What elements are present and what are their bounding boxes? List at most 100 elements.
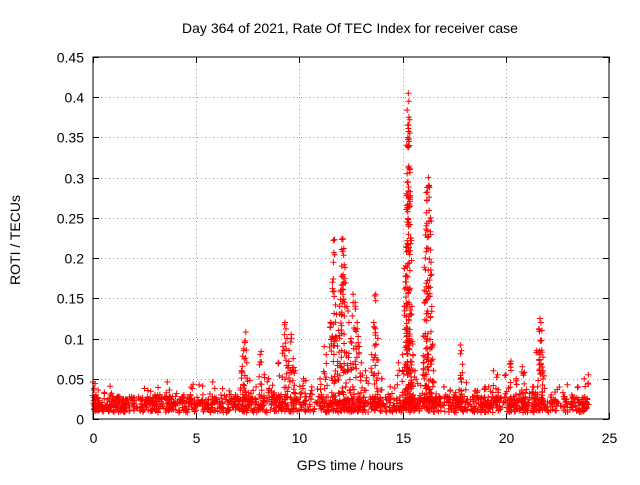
roti-point-cluster: [354, 325, 361, 332]
plot-frame: [92, 56, 610, 420]
roti-point-background: [120, 400, 127, 407]
roti-point-background: [190, 381, 197, 388]
roti-point-cluster: [404, 241, 411, 248]
roti-point-cluster: [405, 342, 412, 349]
roti-point-background: [126, 393, 133, 400]
roti-point-cluster: [166, 401, 173, 408]
roti-point-cluster: [424, 227, 431, 234]
roti-point-cluster: [345, 354, 352, 361]
roti-point-cluster: [457, 350, 464, 357]
roti-point-cluster: [408, 257, 415, 264]
roti-point-cluster: [403, 294, 410, 301]
roti-point-background: [308, 396, 314, 403]
roti-point-cluster: [340, 286, 347, 293]
roti-point-cluster: [404, 179, 411, 186]
y-tick-label: 0.4: [65, 90, 85, 106]
roti-point-cluster: [405, 260, 412, 267]
roti-point-cluster: [332, 319, 339, 326]
roti-point-cluster: [346, 399, 353, 406]
roti-point-cluster: [338, 282, 345, 289]
roti-point-background: [479, 407, 486, 414]
roti-point-cluster: [427, 293, 434, 300]
roti-point-cluster: [426, 256, 433, 263]
roti-point-background: [180, 406, 187, 413]
roti-point-background: [576, 408, 583, 415]
roti-point-cluster: [408, 377, 415, 384]
roti-point-cluster: [275, 360, 282, 367]
roti-point-cluster: [258, 359, 265, 366]
roti-point: [537, 319, 544, 326]
roti-point-background: [572, 403, 579, 410]
roti-point-cluster: [260, 397, 267, 404]
roti-point-cluster: [428, 259, 435, 266]
roti-point-cluster: [520, 372, 527, 379]
roti-point: [91, 385, 98, 392]
roti-point-cluster: [155, 406, 162, 413]
roti-point-cluster: [585, 381, 592, 388]
roti-point-background: [442, 392, 449, 399]
roti-point-background: [377, 408, 384, 415]
roti-point-background: [365, 408, 372, 415]
roti-point-cluster: [331, 394, 338, 401]
roti-point-background: [382, 407, 389, 414]
roti-point-cluster: [570, 394, 576, 401]
roti-point-background: [141, 385, 148, 392]
roti-point: [581, 375, 588, 382]
roti-point-background: [530, 408, 537, 415]
roti-point-cluster: [462, 386, 469, 393]
roti-point-cluster: [411, 394, 418, 401]
roti-point-cluster: [114, 403, 121, 410]
roti-point-cluster: [285, 358, 292, 365]
roti-point-cluster: [403, 300, 410, 307]
roti-point: [427, 214, 434, 221]
roti-point-background: [486, 401, 493, 408]
roti-point-cluster: [343, 403, 350, 410]
x-tick-label: 5: [193, 430, 201, 446]
roti-point: [93, 391, 100, 398]
roti-point-cluster: [373, 385, 380, 392]
roti-point-cluster: [130, 407, 137, 414]
roti-point: [404, 170, 411, 177]
roti-point-cluster: [264, 378, 271, 385]
roti-point-background: [393, 400, 400, 407]
roti-point-cluster: [493, 374, 500, 381]
roti-point-cluster: [100, 405, 107, 412]
roti-point: [457, 341, 464, 348]
roti-point: [253, 383, 260, 390]
roti-point-cluster: [426, 207, 433, 214]
roti-point-cluster: [332, 367, 339, 374]
roti-point-cluster: [239, 363, 246, 370]
roti-point-cluster: [352, 306, 359, 313]
roti-point-background: [271, 408, 278, 415]
roti-point-background: [496, 403, 503, 410]
roti-point-cluster: [407, 285, 414, 292]
roti-point-background: [430, 398, 437, 405]
roti-point-cluster: [507, 360, 514, 367]
roti-point: [242, 329, 249, 336]
roti-point-cluster: [340, 296, 347, 303]
roti-point: [317, 375, 324, 382]
roti-point-cluster: [404, 273, 411, 280]
roti-point-cluster: [321, 370, 328, 377]
roti-point-cluster: [353, 354, 360, 361]
roti-point-cluster: [320, 394, 327, 401]
roti-point-cluster: [371, 371, 378, 378]
roti-point-background: [335, 389, 342, 396]
roti-point-background: [562, 409, 569, 416]
roti-point-cluster: [457, 374, 464, 381]
roti-point-cluster: [406, 251, 413, 258]
roti-point-cluster: [439, 402, 446, 409]
roti-point-background: [219, 385, 226, 392]
roti-point-cluster: [323, 360, 330, 367]
roti-point-cluster: [406, 169, 413, 176]
y-tick-label: 0.3: [65, 171, 85, 187]
roti-point-cluster: [408, 311, 415, 318]
roti-point-cluster: [199, 403, 206, 410]
roti-point-cluster: [409, 338, 416, 345]
roti-point: [568, 391, 575, 398]
roti-point-cluster: [426, 276, 433, 283]
roti-point-cluster: [338, 354, 345, 361]
roti-point-background: [294, 396, 301, 403]
roti-point-cluster: [241, 385, 248, 392]
